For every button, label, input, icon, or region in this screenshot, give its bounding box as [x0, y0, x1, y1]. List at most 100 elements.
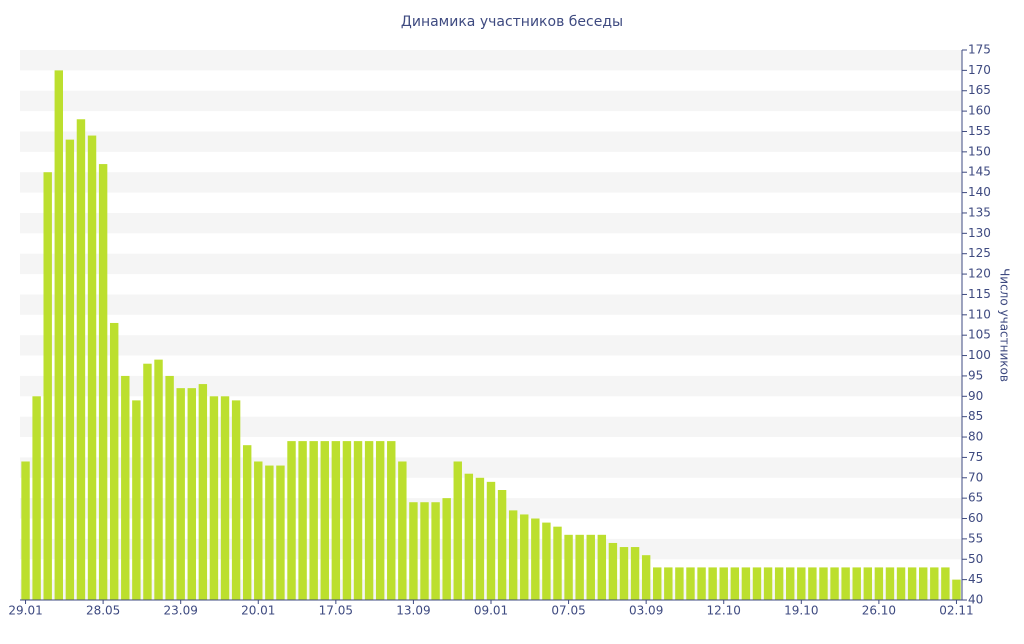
- bar: [763, 567, 773, 600]
- grid-band: [20, 294, 962, 315]
- y-tick-label: 110: [968, 307, 991, 321]
- bar: [176, 388, 185, 600]
- bar: [353, 441, 363, 600]
- bar: [819, 567, 828, 600]
- bar: [774, 567, 784, 600]
- bar: [664, 567, 673, 600]
- bar: [287, 441, 296, 600]
- bar: [708, 567, 717, 600]
- grid-band: [20, 131, 962, 152]
- bar: [43, 172, 52, 600]
- grid-band: [20, 212, 962, 234]
- x-tick-label: 13.09: [396, 604, 430, 618]
- y-tick-label: 175: [968, 43, 991, 57]
- bar: [375, 441, 385, 600]
- bar: [87, 135, 97, 601]
- bar: [198, 384, 208, 600]
- bar: [697, 567, 706, 600]
- bar: [187, 388, 196, 600]
- y-tick-label: 165: [968, 83, 991, 97]
- bar: [54, 70, 63, 601]
- y-tick-label: 140: [968, 185, 991, 199]
- y-tick-label: 170: [968, 63, 991, 77]
- bar: [930, 567, 939, 600]
- bar: [387, 441, 396, 600]
- y-tick-label: 155: [968, 124, 991, 138]
- bar: [630, 547, 640, 600]
- bar: [653, 567, 662, 600]
- bar: [719, 567, 728, 600]
- bar: [231, 400, 241, 600]
- bar: [143, 363, 152, 600]
- y-tick-label: 150: [968, 144, 991, 158]
- y-axis-title: Число участников: [998, 268, 1012, 382]
- bar: [885, 567, 895, 600]
- y-tick-label: 95: [968, 368, 983, 382]
- bar: [808, 567, 817, 600]
- bar: [453, 461, 462, 600]
- y-tick-label: 80: [968, 430, 983, 444]
- bar: [941, 567, 950, 600]
- x-tick-label: 12.10: [707, 604, 741, 618]
- bar: [830, 567, 839, 600]
- x-tick-label: 03.09: [629, 604, 663, 618]
- x-tick-label: 02.11: [939, 604, 973, 618]
- bar: [98, 164, 108, 600]
- bar: [863, 567, 873, 600]
- bar: [331, 441, 341, 600]
- bar: [298, 441, 307, 600]
- bar: [896, 567, 906, 600]
- bar: [320, 441, 329, 600]
- bar: [464, 473, 474, 600]
- x-tick-label: 17.05: [319, 604, 353, 618]
- y-tick-label: 55: [968, 531, 983, 545]
- bar: [952, 579, 961, 600]
- grid-band: [20, 375, 962, 397]
- bar: [520, 514, 529, 600]
- x-tick-label: 23.09: [164, 604, 198, 618]
- bar: [475, 477, 485, 600]
- bar: [276, 465, 285, 600]
- y-tick-label: 100: [968, 348, 991, 362]
- y-tick-label: 70: [968, 470, 983, 484]
- bar: [542, 522, 551, 600]
- bar: [841, 567, 850, 600]
- bar: [154, 359, 163, 600]
- bar: [508, 510, 518, 600]
- bar: [608, 542, 618, 600]
- bar: [342, 441, 352, 600]
- y-tick-label: 120: [968, 267, 991, 281]
- bar: [730, 567, 740, 600]
- bar: [675, 567, 684, 600]
- bar: [919, 567, 928, 600]
- grid-band: [20, 50, 962, 71]
- bar: [786, 567, 795, 600]
- bar: [32, 396, 41, 600]
- x-tick-label: 09.01: [474, 604, 508, 618]
- grid-band: [20, 90, 962, 112]
- bar: [431, 502, 440, 600]
- y-tick-label: 115: [968, 287, 991, 301]
- bar: [165, 375, 174, 600]
- x-tick-label: 07.05: [551, 604, 585, 618]
- bar: [597, 534, 607, 600]
- bar: [109, 322, 119, 600]
- bar: [752, 567, 762, 600]
- bar: [132, 400, 141, 600]
- y-tick-label: 45: [968, 572, 983, 586]
- bar: [586, 534, 595, 600]
- bar: [852, 567, 861, 600]
- bar: [497, 490, 507, 600]
- y-tick-label: 85: [968, 409, 983, 423]
- bar: [741, 567, 751, 600]
- grid-band: [20, 416, 962, 438]
- y-tick-label: 135: [968, 205, 991, 219]
- bar: [121, 375, 130, 600]
- bar: [619, 547, 629, 600]
- y-tick-label: 130: [968, 226, 991, 240]
- x-tick-label: 20.01: [241, 604, 275, 618]
- bar: [553, 526, 562, 600]
- bar: [21, 461, 30, 600]
- chart-title: Динамика участников беседы: [401, 14, 623, 30]
